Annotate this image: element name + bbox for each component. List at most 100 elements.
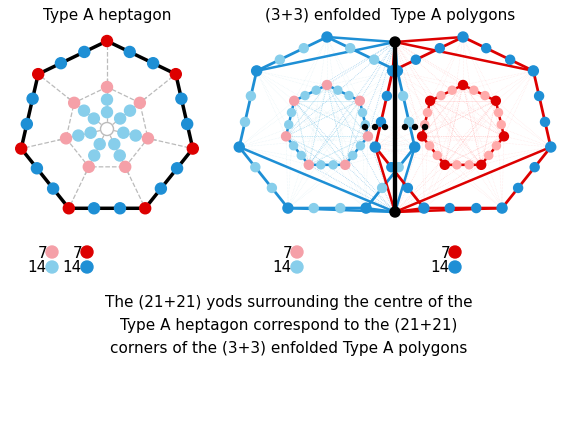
Circle shape xyxy=(317,162,325,169)
Circle shape xyxy=(187,144,198,155)
Circle shape xyxy=(440,161,449,170)
Circle shape xyxy=(252,67,262,77)
Circle shape xyxy=(370,143,380,153)
Circle shape xyxy=(285,121,293,129)
Circle shape xyxy=(383,125,387,130)
Circle shape xyxy=(481,92,489,100)
Circle shape xyxy=(176,94,187,105)
Circle shape xyxy=(393,67,402,77)
Circle shape xyxy=(109,139,120,150)
Circle shape xyxy=(27,94,38,105)
Circle shape xyxy=(410,143,420,153)
Circle shape xyxy=(234,143,244,153)
Circle shape xyxy=(546,143,556,153)
Circle shape xyxy=(101,37,112,47)
Circle shape xyxy=(63,203,74,214)
Circle shape xyxy=(46,246,58,258)
Circle shape xyxy=(398,92,408,101)
Circle shape xyxy=(267,184,276,193)
Text: 7: 7 xyxy=(72,245,82,260)
Circle shape xyxy=(329,162,337,169)
Circle shape xyxy=(334,87,342,95)
Circle shape xyxy=(101,95,112,106)
Circle shape xyxy=(83,162,94,173)
Circle shape xyxy=(79,106,90,117)
Circle shape xyxy=(134,98,145,109)
Circle shape xyxy=(301,92,309,100)
Text: 7: 7 xyxy=(38,245,47,260)
Circle shape xyxy=(364,132,372,141)
Circle shape xyxy=(309,204,318,213)
Circle shape xyxy=(276,56,284,65)
Circle shape xyxy=(89,114,100,125)
Circle shape xyxy=(291,246,303,258)
Text: 7: 7 xyxy=(441,245,450,260)
Circle shape xyxy=(115,114,126,125)
Circle shape xyxy=(251,163,260,172)
Circle shape xyxy=(171,163,182,175)
Text: (3+3) enfolded  Type A polygons: (3+3) enfolded Type A polygons xyxy=(265,8,515,23)
Circle shape xyxy=(101,108,112,118)
Circle shape xyxy=(182,119,193,130)
Circle shape xyxy=(148,58,159,70)
Circle shape xyxy=(142,134,153,144)
Circle shape xyxy=(362,125,368,130)
Circle shape xyxy=(404,184,412,193)
Circle shape xyxy=(358,109,367,117)
Circle shape xyxy=(247,92,255,101)
Circle shape xyxy=(390,38,400,48)
Circle shape xyxy=(56,58,67,70)
Circle shape xyxy=(31,163,42,175)
Circle shape xyxy=(89,203,100,214)
Circle shape xyxy=(47,184,58,195)
Circle shape xyxy=(356,97,364,106)
Circle shape xyxy=(412,125,417,130)
Circle shape xyxy=(16,144,27,155)
Circle shape xyxy=(21,119,32,130)
Text: 7: 7 xyxy=(283,245,292,260)
Circle shape xyxy=(405,118,413,127)
Circle shape xyxy=(322,33,332,43)
Text: 14: 14 xyxy=(273,260,292,275)
Circle shape xyxy=(89,150,100,162)
Circle shape xyxy=(433,152,441,160)
Circle shape xyxy=(336,204,345,213)
Circle shape xyxy=(340,161,350,170)
Circle shape xyxy=(470,87,478,95)
Text: 14: 14 xyxy=(431,260,450,275)
Circle shape xyxy=(394,163,403,172)
Circle shape xyxy=(423,125,427,130)
Circle shape xyxy=(290,142,298,150)
Circle shape xyxy=(124,47,135,58)
Circle shape xyxy=(417,132,427,141)
Circle shape xyxy=(357,142,364,150)
Circle shape xyxy=(312,87,320,95)
Text: The (21+21) yods surrounding the centre of the: The (21+21) yods surrounding the centre … xyxy=(105,294,473,309)
Circle shape xyxy=(140,203,151,214)
Circle shape xyxy=(458,33,468,43)
Circle shape xyxy=(541,118,549,127)
Text: 14: 14 xyxy=(63,260,82,275)
Circle shape xyxy=(349,152,357,160)
Circle shape xyxy=(387,67,398,77)
Circle shape xyxy=(101,123,113,136)
Circle shape xyxy=(426,142,434,150)
Circle shape xyxy=(369,56,379,65)
Circle shape xyxy=(288,109,295,117)
Circle shape xyxy=(423,109,431,117)
Circle shape xyxy=(297,152,305,160)
Circle shape xyxy=(390,208,400,218)
Circle shape xyxy=(530,163,539,172)
Circle shape xyxy=(387,163,396,172)
Circle shape xyxy=(419,204,429,214)
Circle shape xyxy=(372,125,378,130)
Text: 14: 14 xyxy=(28,260,47,275)
Circle shape xyxy=(81,261,93,273)
Circle shape xyxy=(382,92,391,101)
Circle shape xyxy=(81,246,93,258)
Circle shape xyxy=(85,128,96,139)
Circle shape xyxy=(505,56,515,65)
Circle shape xyxy=(493,142,500,150)
Circle shape xyxy=(305,161,313,170)
Circle shape xyxy=(453,162,461,169)
